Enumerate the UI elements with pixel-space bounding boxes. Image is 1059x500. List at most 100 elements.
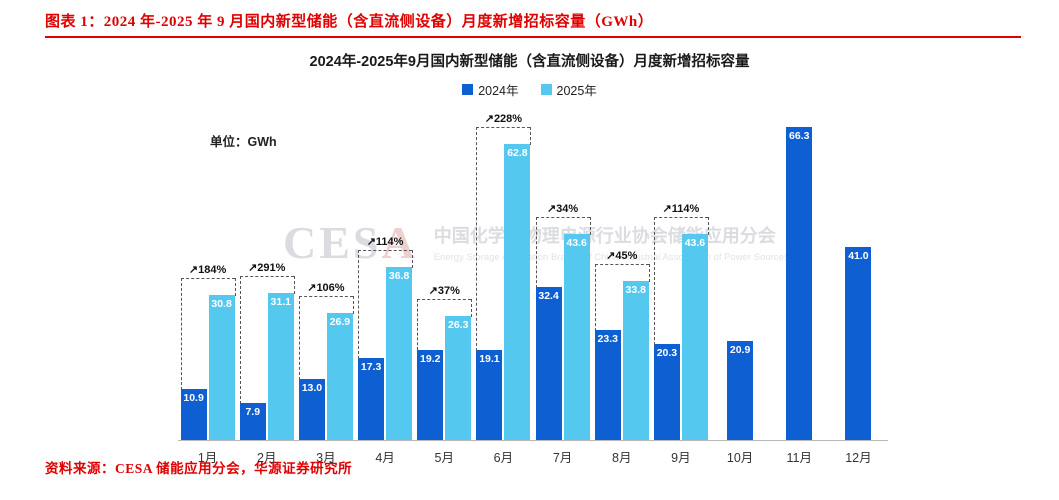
bracket-vline-right <box>471 299 473 317</box>
x-tick-label: 1月 <box>197 451 218 465</box>
bar-value-label: 36.8 <box>388 269 410 282</box>
bar-value-label: 26.3 <box>448 319 469 332</box>
bracket-vline-right <box>412 249 414 268</box>
bar-2024: 17.3 <box>358 358 385 440</box>
bar-value-label: 66.3 <box>789 130 810 143</box>
legend-label-2025: 2025年 <box>556 84 597 98</box>
bar-value-label: 13.0 <box>301 381 323 394</box>
bracket-hline <box>417 299 472 300</box>
legend-swatch-2025 <box>540 84 552 95</box>
bar-value-label: 33.8 <box>625 283 646 296</box>
bracket-vline-left <box>653 217 655 346</box>
bracket-vline-right <box>707 217 709 236</box>
bracket-hline <box>653 217 708 219</box>
bar-2025: 62.8 <box>504 143 531 440</box>
growth-label: ↗114% <box>366 235 404 248</box>
bar-value-label: 32.4 <box>538 290 559 303</box>
bar-2024: 13.0 <box>298 378 325 440</box>
bar-value-label: 30.8 <box>211 297 232 310</box>
figure-title: 图表 1：2024 年-2025 年 9 月国内新型储能（含直流侧设备）月度新增… <box>45 14 654 30</box>
bar-2025: 33.8 <box>622 280 649 440</box>
bracket-hline <box>239 276 294 278</box>
bar-value-label: 10.9 <box>183 391 204 404</box>
bracket-vline-left <box>535 217 537 289</box>
bracket-vline-left <box>239 276 241 404</box>
bracket-vline-left <box>594 263 596 332</box>
bracket-hline <box>476 126 531 128</box>
bar-value-label: 23.3 <box>597 333 618 346</box>
bar-value-label: 41.0 <box>848 249 869 262</box>
legend-label-2024: 2024年 <box>478 84 519 98</box>
bracket-hline <box>535 217 590 219</box>
bar-2024: 32.4 <box>535 287 562 440</box>
growth-label: ↗114% <box>662 203 700 216</box>
figure-header: 图表 1：2024 年-2025 年 9 月国内新型储能（含直流侧设备）月度新增… <box>45 10 1021 38</box>
bracket-vline-right <box>293 276 295 295</box>
bar-2024: 7.9 <box>239 402 266 440</box>
x-tick-label: 9月 <box>671 451 691 465</box>
bracket-vline-left <box>298 296 300 380</box>
bracket-hline <box>298 296 353 298</box>
bracket-hline <box>594 263 649 265</box>
bar-2025: 26.3 <box>445 316 472 440</box>
watermark-line1: 中国化学与物理电源行业协会储能应用分会 <box>433 226 776 246</box>
growth-label: ↗34% <box>546 203 579 216</box>
bar-value-label: 17.3 <box>360 361 382 374</box>
growth-label: ↗106% <box>307 282 345 295</box>
bar-value-label: 43.6 <box>684 237 706 250</box>
bar-value-label: 19.1 <box>479 352 500 365</box>
unit-label: 单位：GWh <box>210 135 277 149</box>
bracket-hline <box>358 249 413 251</box>
bar-2024: 19.1 <box>476 349 503 440</box>
x-tick-label: 2月 <box>257 451 277 465</box>
growth-label: ↗37% <box>428 285 460 297</box>
bar-value-label: 31.1 <box>270 296 291 309</box>
x-tick-label: 10月 <box>726 451 754 465</box>
bar-2025: 26.9 <box>326 313 353 440</box>
bar-value-label: 26.9 <box>329 316 351 329</box>
bar-value-label: 43.6 <box>566 237 587 250</box>
bracket-vline-left <box>180 277 182 390</box>
bar-2025: 31.1 <box>267 293 294 440</box>
bracket-vline-left <box>417 299 419 351</box>
bracket-vline-right <box>648 263 650 282</box>
growth-label: ↗228% <box>484 112 523 125</box>
x-tick-label: 5月 <box>434 451 454 465</box>
bar-value-label: 62.8 <box>507 146 528 159</box>
x-tick-label: 3月 <box>316 451 336 465</box>
bar-2025: 43.6 <box>681 234 708 440</box>
growth-label: ↗184% <box>188 263 227 276</box>
bar-2024: 10.9 <box>180 388 207 440</box>
bar-2024: 41.0 <box>845 246 872 440</box>
bracket-vline-right <box>234 277 236 296</box>
bar-2024: 23.3 <box>594 330 621 440</box>
bar-value-label: 19.2 <box>420 352 441 365</box>
chart-legend: 2024年 2025年 <box>0 80 1059 99</box>
bar-2025: 30.8 <box>208 294 235 440</box>
growth-label: ↗45% <box>606 249 638 262</box>
bracket-hline <box>180 277 235 279</box>
x-tick-label: 11月 <box>786 451 812 465</box>
plot-area: 单位：GWh CESA 中国化学与物理电源行业协会储能应用分会 Energy S… <box>178 111 888 465</box>
growth-label: ↗291% <box>248 262 286 275</box>
bar-2025: 43.6 <box>563 234 590 440</box>
x-tick-label: 12月 <box>845 451 872 465</box>
x-tick-label: 4月 <box>375 451 395 465</box>
bar-value-label: 7.9 <box>245 405 261 418</box>
bracket-vline-left <box>476 126 478 351</box>
bar-2024: 66.3 <box>786 127 813 440</box>
legend-item-2025: 2025年 <box>540 80 597 99</box>
bracket-vline-right <box>530 126 532 145</box>
report-figure: 图表 1：2024 年-2025 年 9 月国内新型储能（含直流侧设备）月度新增… <box>0 10 1059 477</box>
bar-value-label: 20.9 <box>729 344 751 357</box>
bar-2024: 20.3 <box>653 344 680 440</box>
bar-2024: 19.2 <box>417 349 444 440</box>
x-tick-label: 6月 <box>493 451 514 465</box>
x-tick-label: 7月 <box>552 451 573 465</box>
bracket-vline-left <box>358 249 360 360</box>
bracket-vline-right <box>352 296 354 315</box>
bar-value-label: 20.3 <box>656 347 678 360</box>
chart-title: 2024年-2025年9月国内新型储能（含直流侧设备）月度新增招标容量 <box>309 54 750 70</box>
bar-2024: 20.9 <box>727 341 754 440</box>
bar-2025: 36.8 <box>386 266 413 440</box>
